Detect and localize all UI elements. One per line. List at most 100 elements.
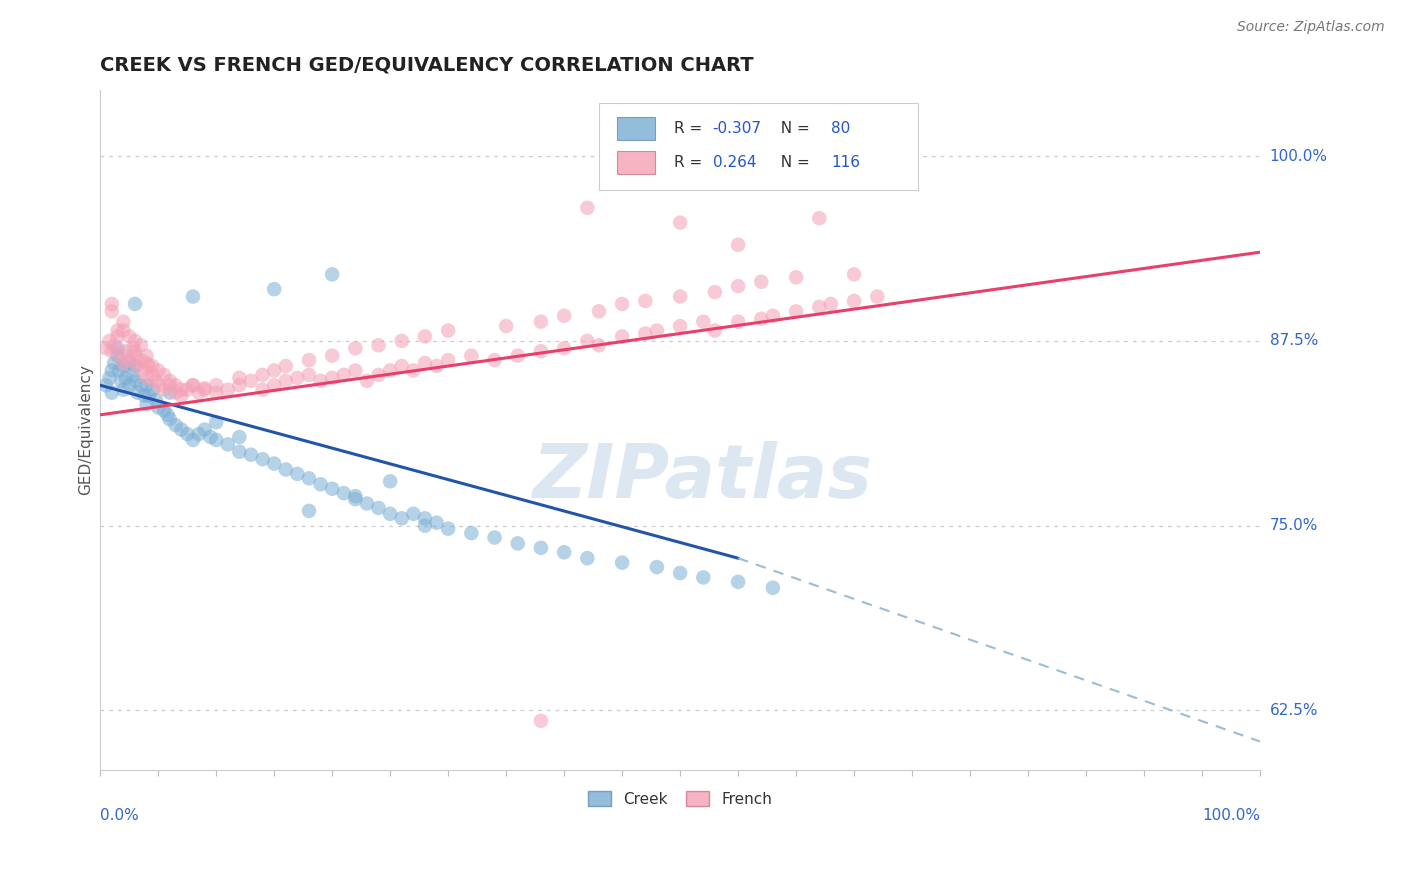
Point	[135, 356, 157, 370]
Point	[135, 378, 157, 392]
Point	[153, 368, 176, 382]
Point	[134, 363, 156, 377]
Point	[114, 344, 136, 359]
Point	[252, 368, 274, 382]
Point	[112, 356, 135, 370]
Point	[200, 430, 222, 444]
Point	[588, 338, 610, 352]
Point	[101, 304, 124, 318]
Point	[321, 349, 343, 363]
Point	[391, 511, 413, 525]
Point	[402, 363, 425, 377]
Point	[749, 275, 772, 289]
Point	[703, 324, 725, 338]
Point	[181, 378, 204, 392]
Point	[437, 522, 460, 536]
Point	[165, 418, 187, 433]
Point	[101, 363, 124, 377]
Point	[287, 467, 309, 481]
Point	[252, 383, 274, 397]
Point	[124, 359, 146, 373]
Point	[263, 363, 285, 377]
Point	[103, 338, 125, 352]
Point	[124, 349, 146, 363]
Point	[530, 714, 553, 728]
Text: 80: 80	[831, 120, 851, 136]
Point	[378, 475, 401, 489]
Point	[118, 329, 141, 343]
Point	[402, 507, 425, 521]
Point	[287, 371, 309, 385]
Point	[205, 433, 228, 447]
Point	[107, 349, 129, 363]
Point	[367, 338, 389, 352]
Point	[808, 211, 831, 226]
Point	[138, 359, 160, 373]
Point	[118, 378, 141, 392]
Point	[101, 385, 124, 400]
Point	[145, 392, 167, 407]
Point	[820, 297, 842, 311]
Point	[425, 359, 447, 373]
Point	[148, 378, 170, 392]
Point	[344, 363, 367, 377]
Point	[159, 378, 181, 392]
Point	[274, 462, 297, 476]
FancyBboxPatch shape	[617, 151, 655, 174]
Text: 0.0%: 0.0%	[100, 808, 139, 823]
Point	[127, 385, 149, 400]
Point	[205, 385, 228, 400]
Point	[101, 297, 124, 311]
Point	[124, 297, 146, 311]
Point	[159, 374, 181, 388]
Point	[156, 408, 179, 422]
Point	[703, 285, 725, 299]
Point	[727, 237, 749, 252]
Point	[610, 556, 633, 570]
Point	[669, 566, 692, 580]
Point	[344, 489, 367, 503]
Point	[263, 378, 285, 392]
Point	[107, 324, 129, 338]
Point	[118, 356, 141, 370]
Point	[576, 334, 599, 348]
Point	[669, 319, 692, 334]
Point	[94, 378, 117, 392]
Text: 116: 116	[831, 155, 860, 169]
Point	[413, 356, 436, 370]
Point	[321, 268, 343, 282]
Point	[298, 368, 321, 382]
Point	[413, 518, 436, 533]
Text: -0.307: -0.307	[713, 120, 762, 136]
Point	[263, 457, 285, 471]
Text: ZIPatlas: ZIPatlas	[533, 441, 873, 514]
Point	[553, 341, 575, 355]
Point	[530, 344, 553, 359]
Point	[181, 433, 204, 447]
Point	[378, 507, 401, 521]
Point	[118, 353, 141, 368]
Text: CREEK VS FRENCH GED/EQUIVALENCY CORRELATION CHART: CREEK VS FRENCH GED/EQUIVALENCY CORRELAT…	[100, 55, 754, 74]
Text: R =: R =	[675, 120, 707, 136]
Point	[391, 359, 413, 373]
Point	[110, 374, 132, 388]
Point	[135, 397, 157, 411]
Point	[808, 300, 831, 314]
Point	[669, 289, 692, 303]
Text: Source: ZipAtlas.com: Source: ZipAtlas.com	[1237, 20, 1385, 34]
Point	[484, 531, 506, 545]
Point	[141, 359, 163, 373]
Point	[135, 371, 157, 385]
Point	[228, 371, 250, 385]
Point	[165, 385, 187, 400]
Point	[344, 341, 367, 355]
Point	[576, 201, 599, 215]
Point	[437, 353, 460, 368]
Point	[530, 541, 553, 555]
Point	[553, 309, 575, 323]
Text: 87.5%: 87.5%	[1270, 334, 1317, 349]
Point	[727, 574, 749, 589]
FancyBboxPatch shape	[599, 103, 918, 190]
Point	[367, 368, 389, 382]
Point	[121, 341, 143, 355]
